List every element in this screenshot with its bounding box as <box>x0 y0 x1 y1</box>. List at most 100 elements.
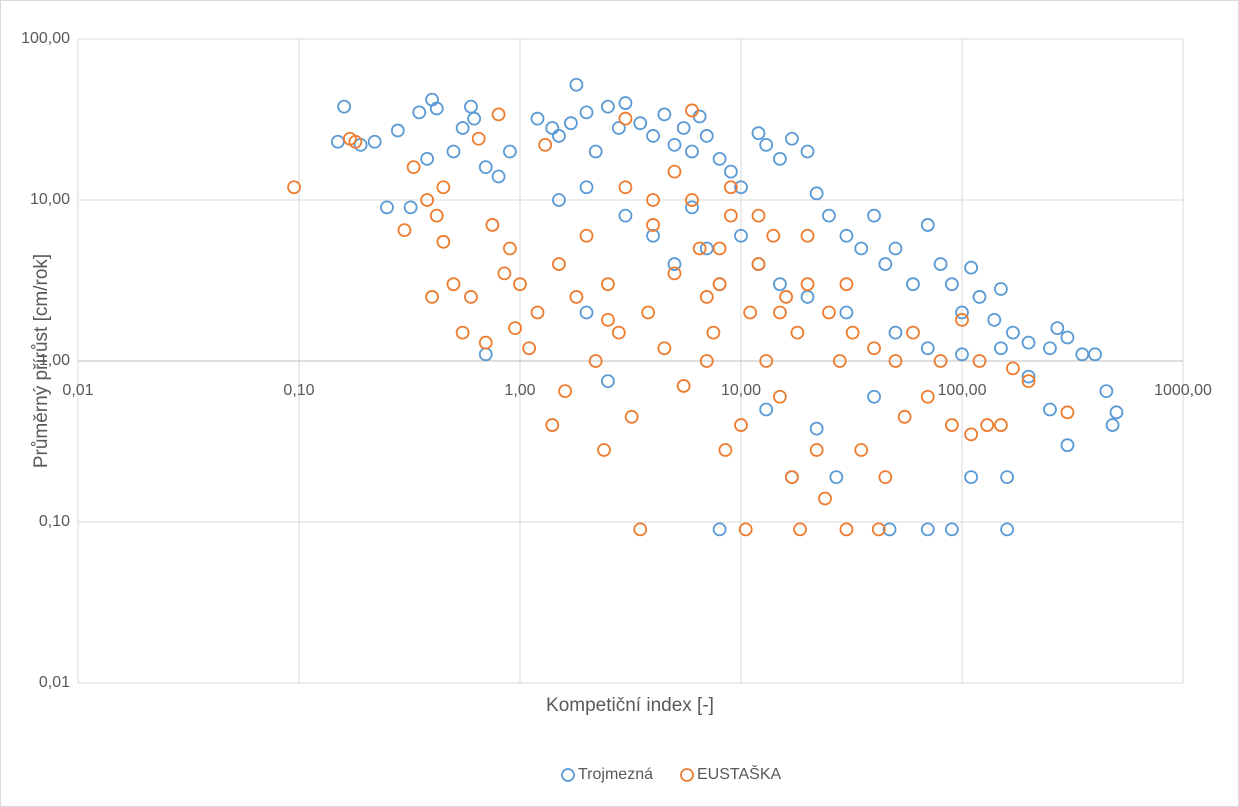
point <box>478 335 493 350</box>
point <box>530 111 545 126</box>
point <box>839 277 854 292</box>
point <box>425 290 439 304</box>
point <box>712 152 727 166</box>
point <box>994 341 1008 356</box>
point <box>513 277 527 292</box>
point <box>1021 335 1036 350</box>
point <box>845 325 860 340</box>
point <box>1021 369 1036 384</box>
point <box>446 144 461 159</box>
x-tick-label: 0,01 <box>62 382 93 399</box>
point <box>552 193 566 207</box>
point <box>497 266 512 281</box>
point <box>773 277 787 292</box>
point <box>897 409 912 424</box>
point <box>759 402 774 417</box>
point <box>601 277 615 292</box>
point <box>597 443 611 457</box>
point <box>446 277 461 292</box>
point <box>920 218 935 232</box>
labels: 0,01 0,10 1,00 10,00 100,00 1000,00 0,01 0,10 1,… <box>21 30 1212 691</box>
point <box>955 313 969 327</box>
point <box>579 105 594 120</box>
point <box>809 443 824 457</box>
point <box>809 421 824 436</box>
y-tick-label: 1,00 <box>39 352 70 369</box>
point <box>420 152 435 166</box>
point <box>646 228 660 243</box>
point <box>657 107 672 122</box>
point <box>723 208 738 223</box>
point <box>1050 321 1065 336</box>
point <box>888 241 903 256</box>
point <box>552 129 566 143</box>
point <box>955 347 969 362</box>
point <box>611 121 626 135</box>
point <box>878 257 893 271</box>
point <box>502 241 517 256</box>
point <box>712 277 727 292</box>
point <box>420 193 435 207</box>
point <box>538 137 553 152</box>
grid <box>77 38 1184 684</box>
point <box>882 522 897 537</box>
point <box>579 305 594 320</box>
point <box>751 257 766 271</box>
point <box>1006 325 1020 340</box>
point <box>773 152 787 166</box>
point <box>618 208 633 223</box>
point <box>579 228 594 243</box>
point <box>955 305 969 320</box>
legend-marker <box>561 768 575 782</box>
point <box>790 325 805 340</box>
point <box>545 418 560 432</box>
point <box>822 208 836 223</box>
point <box>1099 384 1114 399</box>
point <box>685 144 699 159</box>
point <box>818 491 832 506</box>
y-tick-label: 10,00 <box>30 191 70 208</box>
point <box>699 129 714 143</box>
point <box>530 305 545 320</box>
point <box>734 418 748 432</box>
point <box>429 101 444 116</box>
point <box>738 522 753 537</box>
point <box>657 341 672 356</box>
legend-label: EUSTAŠKA <box>697 764 782 783</box>
legend-marker <box>680 768 694 782</box>
point <box>751 126 766 141</box>
marks <box>287 77 1124 537</box>
point <box>743 305 758 320</box>
point <box>502 144 517 159</box>
point <box>920 389 935 404</box>
point <box>972 354 987 368</box>
point <box>800 228 815 243</box>
point <box>822 305 836 320</box>
point <box>588 144 603 159</box>
point <box>712 241 727 256</box>
point <box>455 325 470 340</box>
point <box>1000 470 1015 485</box>
point <box>706 325 721 340</box>
x-tick-label: 0,10 <box>283 382 314 399</box>
point <box>676 379 691 393</box>
point <box>906 277 920 292</box>
point <box>471 131 486 146</box>
point <box>429 208 444 223</box>
point <box>348 134 363 149</box>
point <box>618 180 633 195</box>
point <box>964 470 979 485</box>
point <box>455 121 470 135</box>
point <box>809 186 824 201</box>
point <box>964 260 979 275</box>
point <box>601 313 615 327</box>
point <box>878 470 893 485</box>
point <box>800 277 815 292</box>
point <box>933 257 948 271</box>
point <box>906 325 920 340</box>
point <box>685 103 699 118</box>
point <box>1109 405 1124 420</box>
point <box>1021 374 1036 389</box>
point <box>759 137 774 152</box>
point <box>920 341 935 356</box>
